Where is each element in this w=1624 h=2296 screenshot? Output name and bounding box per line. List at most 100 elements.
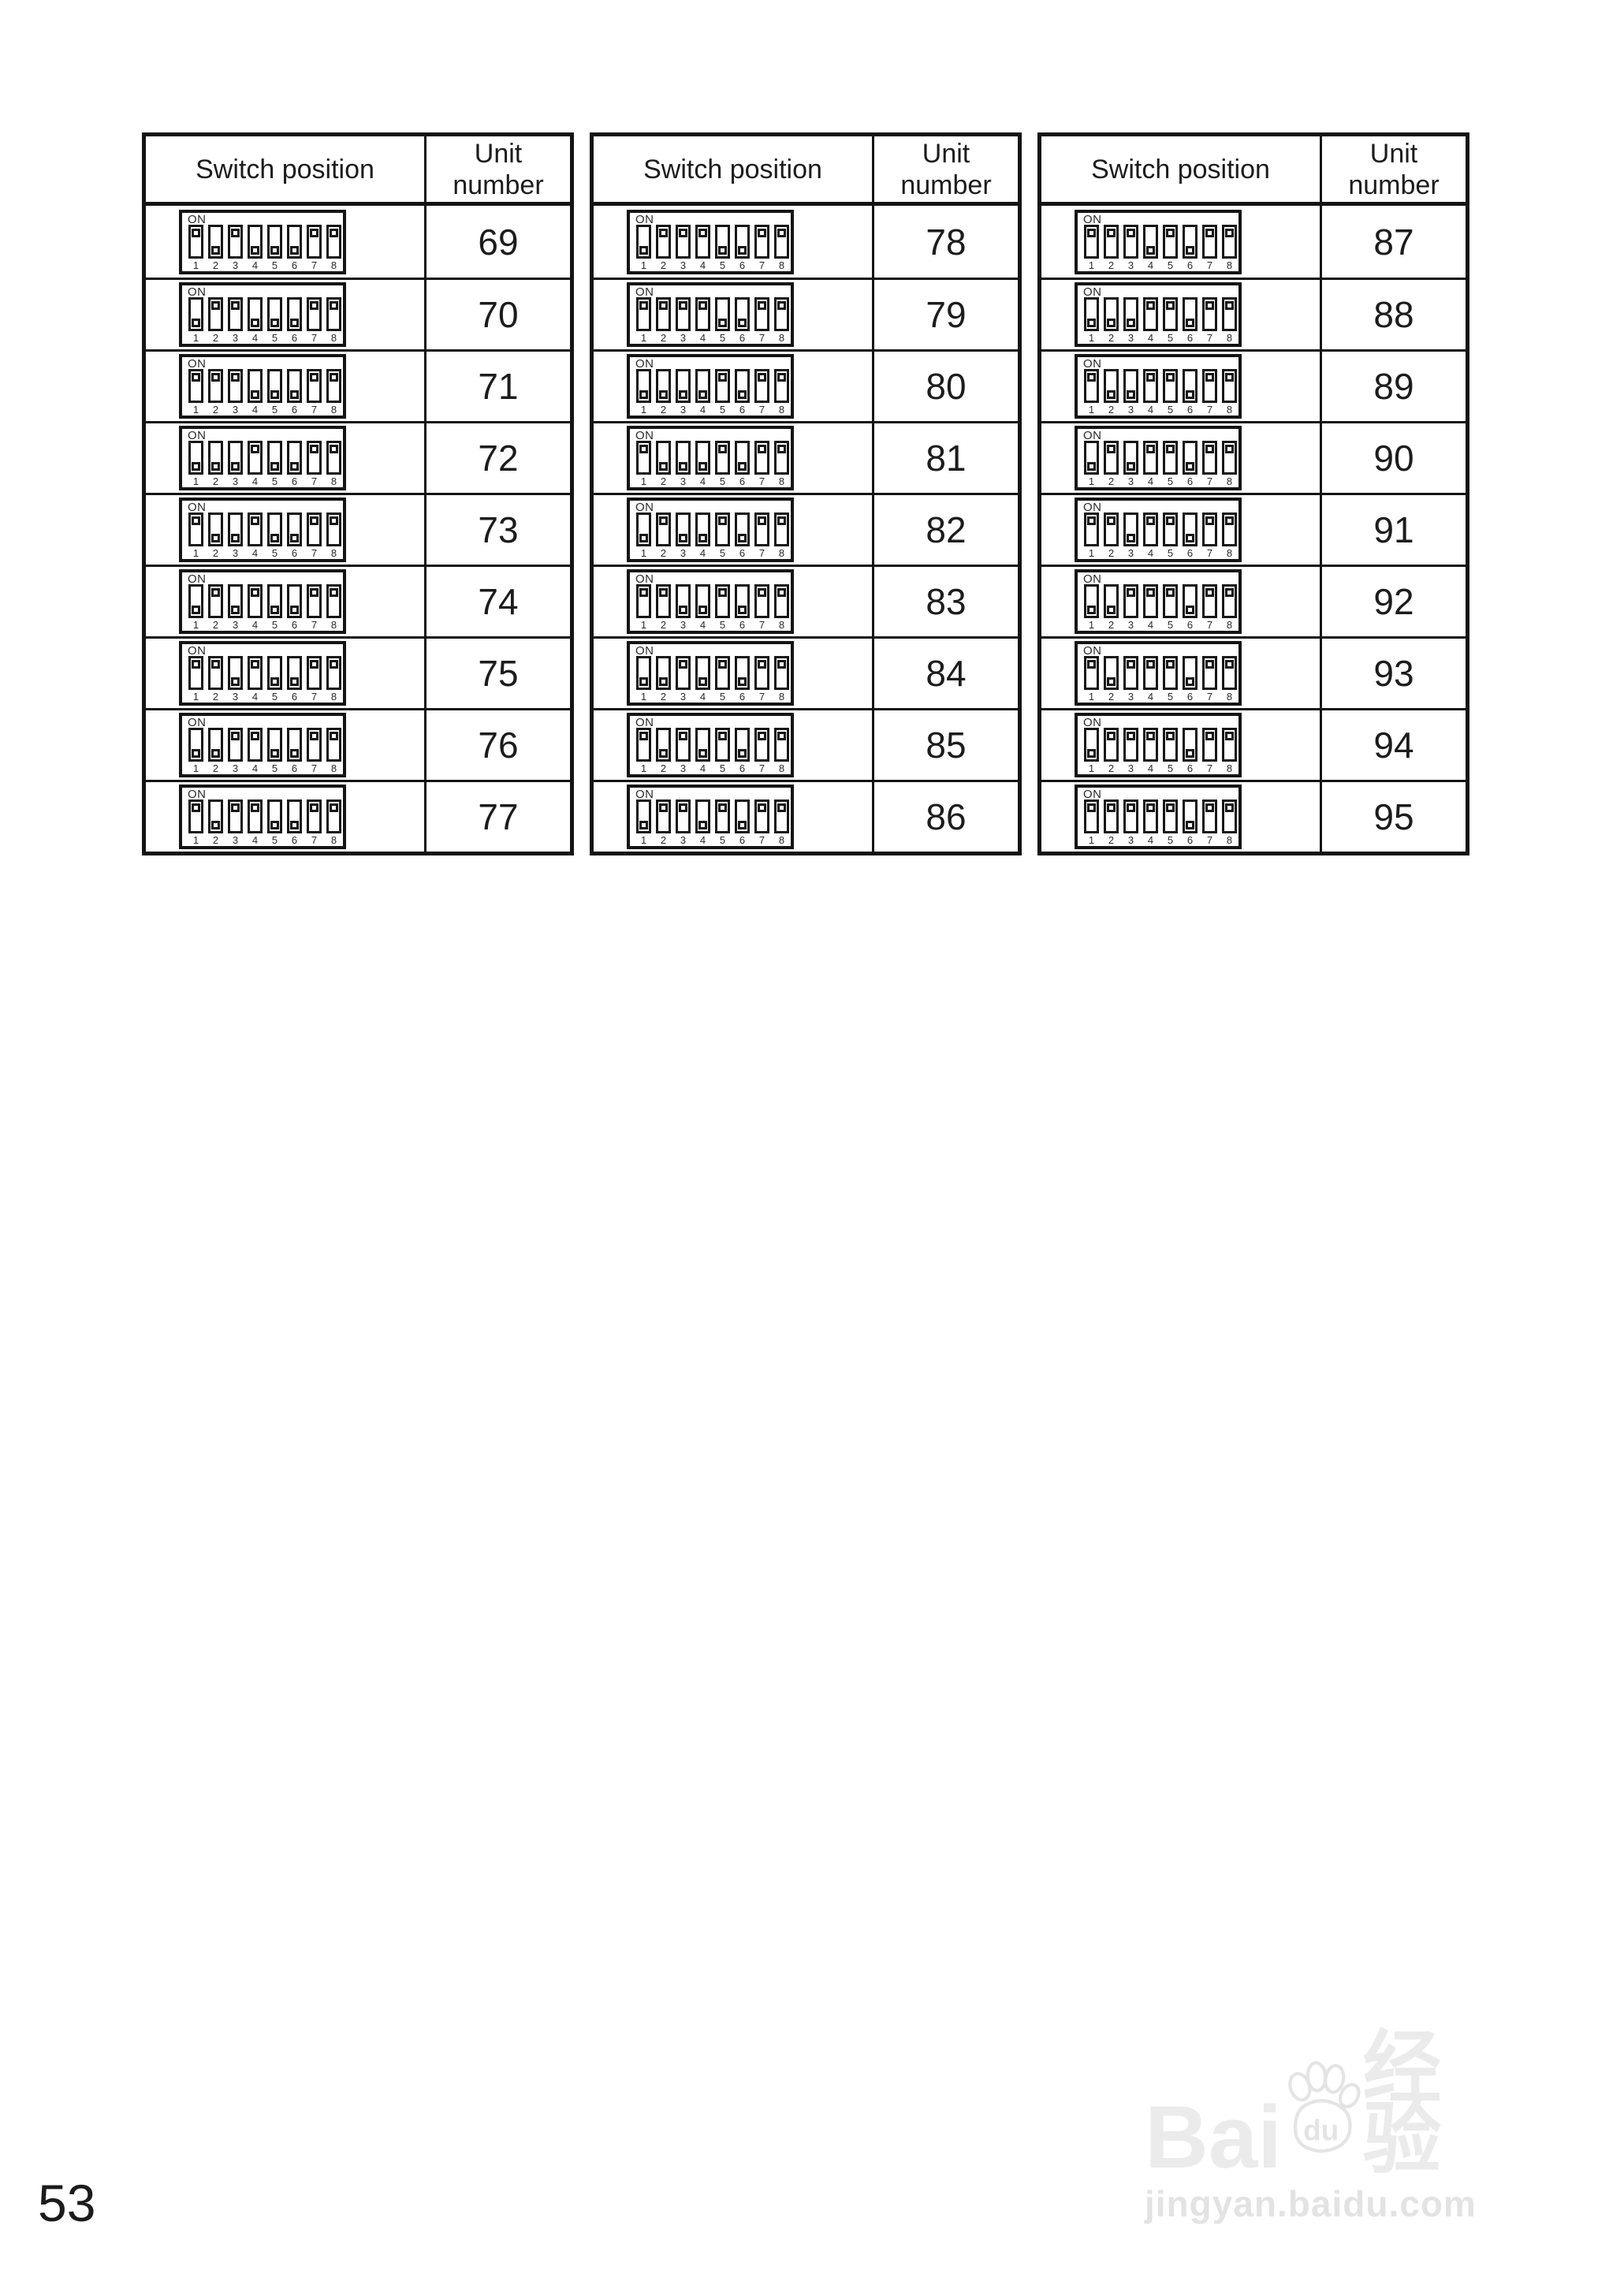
switch-knob xyxy=(1186,245,1194,255)
dip-switch-8: 8 xyxy=(326,441,341,487)
dip-switch-4: 4 xyxy=(1143,584,1158,631)
switch-knob xyxy=(310,228,318,237)
switch-knob xyxy=(1225,660,1234,669)
dip-switch-6: 6 xyxy=(1183,512,1198,559)
switch-slot-off xyxy=(208,441,223,475)
pin-label: 1 xyxy=(192,762,199,774)
switch-knob xyxy=(290,606,299,614)
pin-label: 8 xyxy=(778,547,785,559)
switch-knob xyxy=(310,516,318,525)
switch-knob xyxy=(211,462,220,471)
switch-slot-off xyxy=(1123,441,1138,475)
pin-label: 5 xyxy=(271,834,278,846)
pin-label: 3 xyxy=(232,547,239,559)
switch-knob xyxy=(738,534,747,542)
dip-switch-2: 2 xyxy=(1104,297,1119,344)
pin-label: 4 xyxy=(699,259,706,271)
switch-knob xyxy=(777,228,786,237)
switch-slot-on xyxy=(208,584,223,618)
pin-label: 7 xyxy=(758,691,765,703)
switch-knob xyxy=(758,803,766,812)
dip-switch-5: 5 xyxy=(715,728,730,774)
pin-label: 2 xyxy=(660,619,667,631)
dip-switch-6: 6 xyxy=(287,441,302,487)
switch-knob xyxy=(192,462,200,471)
baidu-jingyan-watermark: Bai du 经验 jingyan.baidu.com xyxy=(1145,2029,1484,2225)
pin-label: 6 xyxy=(1186,547,1194,559)
switch-knob xyxy=(192,319,200,327)
dip-switch-5: 5 xyxy=(1163,656,1178,703)
unit-number: 87 xyxy=(1373,221,1414,263)
pin-label: 3 xyxy=(232,834,239,846)
pin-label: 7 xyxy=(311,475,318,487)
switch-slot-off xyxy=(735,369,750,403)
dip-switch-1: 1 xyxy=(188,728,203,774)
pin-label: 7 xyxy=(311,332,318,344)
pin-label: 6 xyxy=(1186,691,1194,703)
pin-label: 5 xyxy=(271,691,278,703)
pin-label: 4 xyxy=(1147,691,1154,703)
switch-slot-on xyxy=(636,297,651,331)
dip-switch-8: 8 xyxy=(1222,224,1237,271)
on-label: ON xyxy=(635,357,654,371)
switch-slot-on xyxy=(1222,656,1237,690)
switch-knob xyxy=(718,245,727,255)
switch-knob xyxy=(777,373,786,382)
pin-label: 2 xyxy=(212,762,219,774)
switch-slot-off xyxy=(287,728,302,762)
switch-knob xyxy=(1107,606,1116,614)
dip-switch-3: 3 xyxy=(1123,584,1138,631)
dip-switch-4: 4 xyxy=(695,800,710,846)
dip-switch-7: 7 xyxy=(754,369,769,416)
pin-label: 3 xyxy=(680,691,687,703)
switch-knob xyxy=(1205,803,1214,812)
switch-slot-off xyxy=(676,369,691,403)
dip-switch-1: 1 xyxy=(188,441,203,487)
switch-knob xyxy=(738,606,747,614)
pin-label: 2 xyxy=(1108,691,1115,703)
switch-knob xyxy=(1225,373,1234,382)
switch-knob xyxy=(1225,228,1234,237)
switch-slot-on xyxy=(326,512,341,546)
switch-slot-off xyxy=(676,584,691,618)
pin-label: 1 xyxy=(1088,834,1095,846)
unit-number: 92 xyxy=(1373,581,1414,622)
switch-knob xyxy=(1166,660,1175,669)
pin-label: 6 xyxy=(1186,619,1194,631)
switch-slot-on xyxy=(326,297,341,331)
pin-label: 6 xyxy=(291,404,298,416)
pin-label: 6 xyxy=(739,762,746,774)
on-label: ON xyxy=(188,572,207,586)
switch-slot-on xyxy=(1202,441,1217,475)
switch-slot-off xyxy=(1183,584,1198,618)
dip-switch-4: 4 xyxy=(248,728,263,774)
dip-switch-3: 3 xyxy=(1123,441,1138,487)
switch-knob xyxy=(718,588,727,597)
dip-switch-1: 1 xyxy=(636,584,651,631)
switch-knob xyxy=(1107,319,1116,327)
pin-label: 2 xyxy=(660,404,667,416)
switch-knob xyxy=(698,677,707,686)
on-label: ON xyxy=(1083,357,1102,371)
switch-knob xyxy=(192,228,200,237)
switch-knob xyxy=(639,301,648,310)
dip-switch-3: 3 xyxy=(228,441,243,487)
switch-slot-on xyxy=(1104,512,1119,546)
switch-knob xyxy=(1205,732,1214,740)
dip-switch-3: 3 xyxy=(228,584,243,631)
dip-switch-7: 7 xyxy=(307,800,322,846)
pin-label: 2 xyxy=(660,259,667,271)
switch-knob xyxy=(1186,390,1194,399)
switch-knob xyxy=(1166,445,1175,453)
switch-slot-on xyxy=(656,800,671,833)
dip-switch-4: 4 xyxy=(1143,441,1158,487)
dip-switch-1: 1 xyxy=(636,369,651,416)
pin-label: 6 xyxy=(739,547,746,559)
